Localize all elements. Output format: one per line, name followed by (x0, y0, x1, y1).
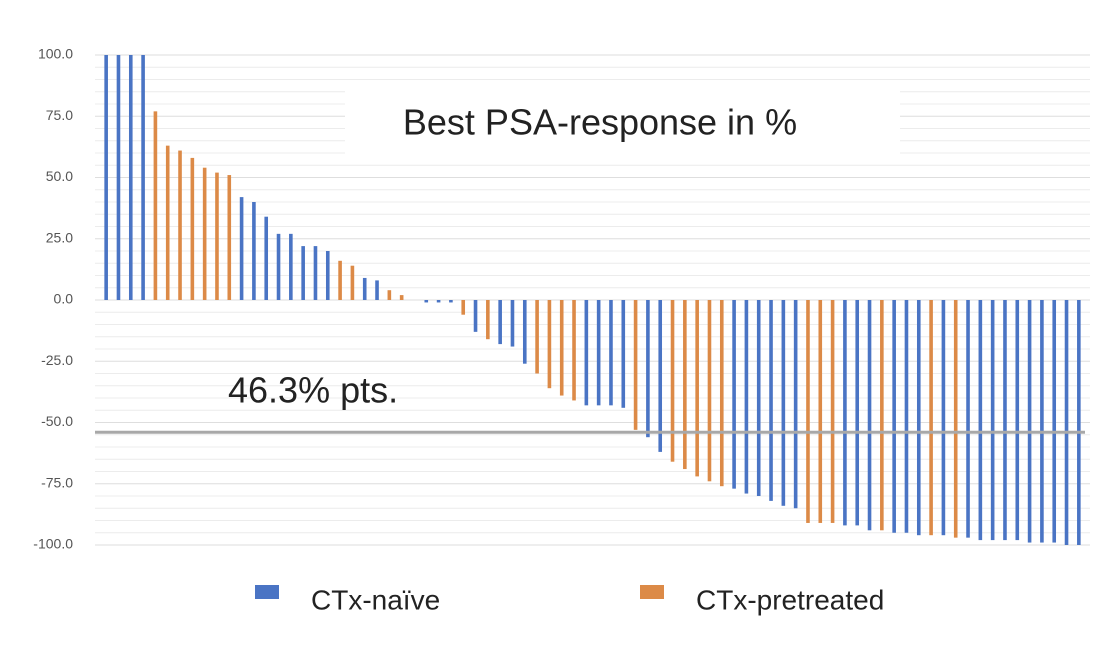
bar (732, 300, 736, 489)
bar (609, 300, 613, 406)
bar (953, 300, 958, 538)
bar (806, 300, 810, 523)
legend-swatch (255, 585, 279, 599)
bar (1003, 300, 1007, 541)
bar (424, 300, 429, 303)
bar (190, 157, 195, 300)
bar (695, 300, 699, 477)
y-tick-label: -75.0 (41, 474, 73, 490)
bar (781, 300, 786, 506)
y-tick-label: -25.0 (41, 352, 73, 368)
bar (498, 300, 502, 345)
legend-swatch (640, 585, 664, 599)
bar (658, 300, 663, 452)
bar (510, 300, 515, 347)
bar (301, 246, 305, 300)
bar (744, 300, 749, 494)
y-tick-label: 50.0 (46, 168, 73, 184)
bar (116, 55, 121, 300)
bar (818, 300, 823, 523)
bar (535, 300, 539, 374)
bar (522, 300, 527, 364)
bar (362, 277, 367, 300)
bar (276, 233, 281, 300)
bar (227, 175, 232, 300)
y-tick-label: -50.0 (41, 413, 73, 429)
bar (289, 233, 293, 300)
bar (892, 300, 896, 533)
bar (621, 300, 626, 408)
bar (128, 55, 133, 300)
bar (769, 300, 773, 501)
bar (719, 300, 724, 487)
y-tick-label: 100.0 (38, 46, 73, 62)
y-tick-label: 0.0 (54, 291, 74, 307)
bar (1027, 300, 1032, 543)
bar (178, 150, 182, 300)
bar (449, 300, 453, 303)
bar (338, 260, 342, 300)
bar (756, 300, 761, 496)
bar (916, 300, 921, 536)
bar (104, 55, 108, 300)
bar (904, 300, 909, 533)
bar (325, 251, 330, 300)
bar (1040, 300, 1044, 543)
bar (313, 246, 318, 300)
legend-label: CTx-pretreated (696, 584, 884, 615)
y-tick-label: -100.0 (33, 536, 73, 552)
bar (399, 295, 404, 300)
bar (252, 202, 256, 300)
bar (486, 300, 490, 340)
bar (830, 300, 835, 523)
bar (215, 172, 219, 300)
bar (473, 300, 478, 332)
bar (584, 300, 589, 406)
bar (929, 300, 933, 536)
bar (880, 300, 884, 531)
title-box (345, 88, 900, 160)
bar (670, 300, 675, 462)
bar (141, 55, 145, 300)
bar (867, 300, 872, 531)
bar (966, 300, 970, 538)
bar (596, 300, 601, 406)
bar (843, 300, 847, 526)
bar (793, 300, 798, 509)
bar (436, 300, 441, 303)
bar (646, 300, 650, 438)
bar (153, 111, 158, 300)
chart-title: Best PSA-response in % (403, 102, 797, 143)
bar (1077, 300, 1081, 545)
bar (633, 300, 638, 430)
bar (202, 167, 207, 300)
bar (572, 300, 576, 401)
bar (165, 145, 170, 300)
bar (387, 290, 392, 300)
bar (239, 197, 244, 300)
bar (264, 216, 269, 300)
bar (990, 300, 995, 541)
legend-label: CTx-naïve (311, 584, 440, 615)
bar (559, 300, 564, 396)
bar (855, 300, 860, 526)
annotation: 46.3% pts. (228, 370, 398, 411)
bar (1064, 300, 1069, 545)
bar (461, 300, 466, 315)
bar (375, 280, 379, 300)
bar (1015, 300, 1020, 541)
bar (978, 300, 983, 541)
bar (350, 265, 355, 300)
bar (707, 300, 712, 482)
bar (1052, 300, 1057, 543)
bar (941, 300, 946, 536)
y-tick-label: 25.0 (46, 229, 73, 245)
bar (547, 300, 552, 389)
bar (683, 300, 687, 470)
y-tick-label: 75.0 (46, 107, 73, 123)
